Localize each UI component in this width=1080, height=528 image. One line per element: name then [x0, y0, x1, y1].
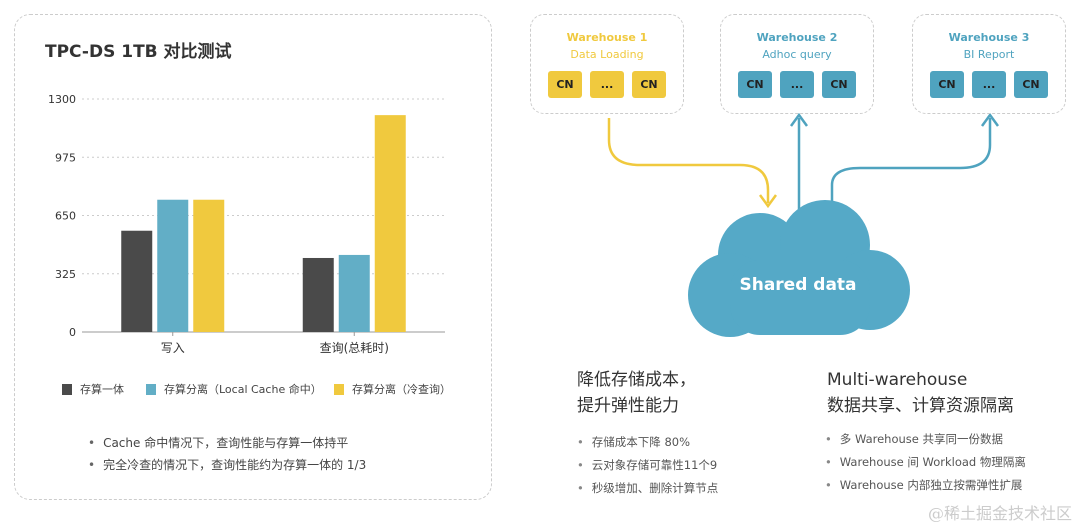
- bar: [338, 254, 370, 332]
- notes-list: Cache 命中情况下，查询性能与存算一体持平 完全冷查的情况下，查询性能约为存…: [88, 432, 366, 476]
- chart-title: TPC-DS 1TB 对比测试: [45, 42, 232, 62]
- bar: [193, 199, 225, 332]
- y-tick-label: 325: [55, 268, 76, 281]
- compute-node: ...: [780, 71, 814, 98]
- warehouse-role: Data Loading: [570, 48, 644, 61]
- storage-heading: 降低存储成本， 提升弹性能力: [577, 370, 696, 416]
- list-item: 云对象存储可靠性11个9: [577, 454, 718, 477]
- legend-item: 存算分离（冷查询）: [334, 381, 451, 397]
- list-item: 秒级增加、删除计算节点: [577, 477, 719, 500]
- compute-node: ...: [590, 71, 624, 98]
- warehouse-card: Warehouse 3 BI Report CN... CN: [912, 14, 1066, 114]
- warehouse-card: Warehouse 1 Data Loading CN... CN: [530, 14, 684, 114]
- compute-node: CN: [548, 71, 582, 98]
- list-item: 存储成本下降 80%: [577, 431, 718, 454]
- warehouse-card: Warehouse 2 Adhoc query CN... CN: [720, 14, 874, 114]
- x-tick-label: 写入: [161, 341, 185, 355]
- legend-item: 存算分离（Local Cache 命中）: [146, 381, 322, 397]
- list-item: Warehouse 内部独立按需弹性扩展: [825, 474, 1026, 497]
- bar: [374, 115, 406, 332]
- y-tick-label: 650: [55, 210, 76, 223]
- report-arrow: [830, 118, 992, 205]
- arrow-head-icon: [758, 194, 778, 209]
- y-tick-label: 975: [55, 151, 76, 164]
- y-tick-label: 0: [69, 326, 76, 339]
- legend-label: 存算一体: [80, 383, 124, 396]
- load-arrow: [607, 118, 770, 203]
- compute-node: CN: [822, 71, 856, 98]
- compute-node: CN: [738, 71, 772, 98]
- legend-swatch: [146, 383, 156, 395]
- bar: [157, 199, 189, 332]
- chart-panel: [14, 14, 492, 500]
- warehouse-name: Warehouse 2: [756, 31, 838, 44]
- arrow-head-icon: [980, 112, 1000, 127]
- x-tick-label: 查询(总耗时): [320, 341, 389, 355]
- bar: [302, 257, 334, 332]
- bar: [121, 230, 153, 332]
- multiwarehouse-list: 多 Warehouse 共享同一份数据 Warehouse 间 Workload…: [825, 428, 1026, 497]
- warehouse-name: Warehouse 1: [566, 31, 648, 44]
- cloud-icon: [688, 200, 910, 337]
- compute-node: CN: [930, 71, 964, 98]
- legend-swatch: [334, 383, 344, 395]
- compute-node: CN: [632, 71, 666, 98]
- legend-label: 存算分离（Local Cache 命中）: [164, 383, 322, 396]
- legend-swatch: [62, 383, 72, 395]
- multiwarehouse-heading: Multi-warehouse 数据共享、计算资源隔离: [827, 370, 1014, 416]
- legend-item: 存算一体: [62, 381, 124, 397]
- arrow-head-icon: [789, 112, 809, 127]
- cloud-label: Shared data: [739, 275, 857, 295]
- warehouse-name: Warehouse 3: [948, 31, 1030, 44]
- list-item: 多 Warehouse 共享同一份数据: [825, 428, 1026, 451]
- list-item: Warehouse 间 Workload 物理隔离: [825, 451, 1026, 474]
- bar-chart: 0 325 650 975 1300 写入 查询(总耗时): [48, 93, 445, 355]
- legend-label: 存算分离（冷查询）: [352, 383, 451, 396]
- y-tick-label: 1300: [48, 93, 76, 106]
- note-item: Cache 命中情况下，查询性能与存算一体持平: [88, 432, 366, 454]
- warehouse-role: BI Report: [963, 48, 1015, 61]
- note-item: 完全冷查的情况下，查询性能约为存算一体的 1/3: [88, 454, 366, 476]
- warehouse-role: Adhoc query: [762, 48, 832, 61]
- compute-node: CN: [1014, 71, 1048, 98]
- watermark: @稀土掘金技术社区: [927, 504, 1072, 523]
- compute-node: ...: [972, 71, 1006, 98]
- storage-list: 存储成本下降 80% 云对象存储可靠性11个9 秒级增加、删除计算节点: [577, 431, 719, 500]
